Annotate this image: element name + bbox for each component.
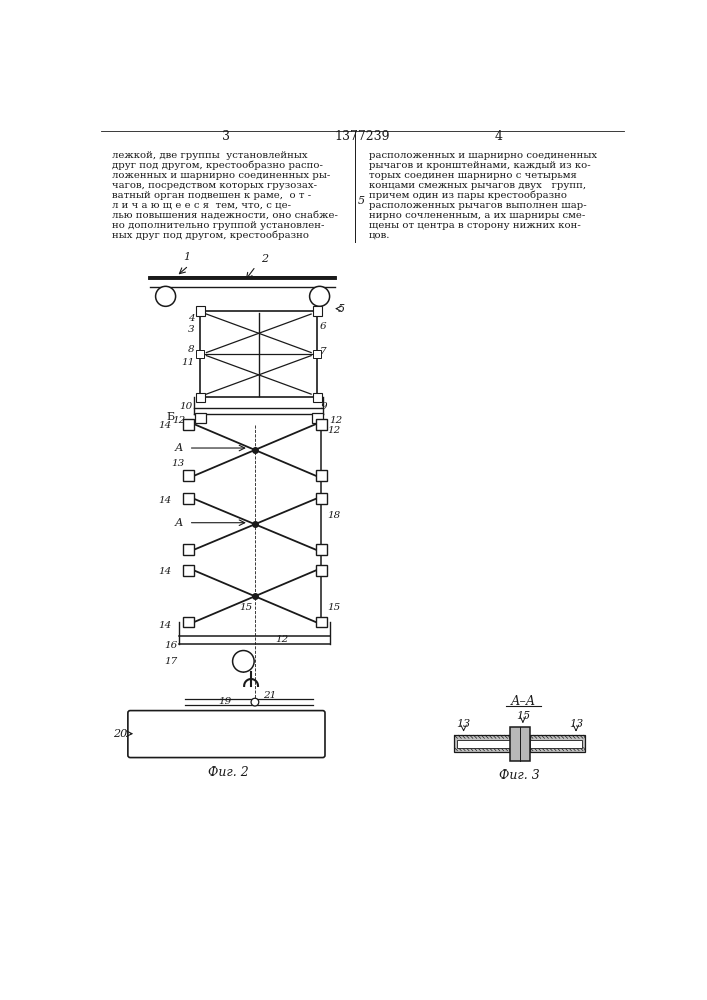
Text: 8: 8 bbox=[188, 345, 195, 354]
Text: 14: 14 bbox=[158, 421, 172, 430]
Text: 1: 1 bbox=[183, 252, 190, 262]
Text: 12: 12 bbox=[275, 635, 288, 644]
Text: 13: 13 bbox=[457, 719, 471, 729]
Bar bbox=[530, 735, 585, 752]
Text: причем один из пары крестообразно: причем один из пары крестообразно bbox=[369, 191, 567, 200]
Circle shape bbox=[233, 651, 254, 672]
Circle shape bbox=[251, 698, 259, 706]
Bar bbox=[316, 419, 327, 430]
Text: 14: 14 bbox=[158, 567, 172, 576]
Bar bbox=[316, 544, 327, 555]
Text: 12: 12 bbox=[173, 416, 186, 425]
Bar bbox=[316, 565, 327, 576]
Text: Б: Б bbox=[167, 412, 175, 422]
Text: друг под другом, крестообразно распо-: друг под другом, крестообразно распо- bbox=[112, 161, 322, 170]
Text: расположенных и шарнирно соединенных: расположенных и шарнирно соединенных bbox=[369, 151, 597, 160]
Text: 6: 6 bbox=[320, 322, 326, 331]
Bar bbox=[510, 727, 530, 761]
Text: концами смежных рычагов двух   групп,: концами смежных рычагов двух групп, bbox=[369, 181, 586, 190]
Text: щены от центра в сторону нижних кон-: щены от центра в сторону нижних кон- bbox=[369, 221, 580, 230]
Text: 20: 20 bbox=[113, 729, 127, 739]
Text: 3: 3 bbox=[223, 130, 230, 143]
Text: 12: 12 bbox=[327, 426, 341, 435]
Text: 5: 5 bbox=[338, 304, 345, 314]
Text: лью повышения надежности, оно снабже-: лью повышения надежности, оно снабже- bbox=[112, 211, 337, 220]
Text: л и ч а ю щ е е с я  тем, что, с це-: л и ч а ю щ е е с я тем, что, с це- bbox=[112, 201, 291, 210]
Bar bbox=[457, 740, 510, 748]
Text: 15: 15 bbox=[240, 603, 253, 612]
Text: 9: 9 bbox=[321, 402, 328, 411]
Text: Фиг. 2: Фиг. 2 bbox=[209, 766, 249, 779]
Text: 13: 13 bbox=[569, 719, 583, 729]
Bar bbox=[196, 306, 205, 316]
Text: ных друг под другом, крестообразно: ных друг под другом, крестообразно bbox=[112, 231, 309, 240]
Text: 13: 13 bbox=[172, 459, 185, 468]
Text: чагов, посредством которых грузозах-: чагов, посредством которых грузозах- bbox=[112, 181, 317, 190]
Text: 10: 10 bbox=[180, 402, 192, 411]
Bar bbox=[455, 735, 510, 752]
Text: но дополнительно группой установлен-: но дополнительно группой установлен- bbox=[112, 221, 324, 230]
Text: торых соединен шарнирно с четырьмя: торых соединен шарнирно с четырьмя bbox=[369, 171, 577, 180]
Text: 16: 16 bbox=[164, 641, 177, 650]
Text: 7: 7 bbox=[320, 347, 326, 356]
Bar bbox=[312, 413, 322, 423]
Circle shape bbox=[310, 286, 329, 306]
Text: 12: 12 bbox=[329, 416, 342, 425]
Text: 14: 14 bbox=[158, 621, 172, 630]
Text: рычагов и кронштейнами, каждый из ко-: рычагов и кронштейнами, каждый из ко- bbox=[369, 161, 590, 170]
Bar bbox=[183, 617, 194, 627]
Text: 4: 4 bbox=[188, 314, 195, 323]
Bar bbox=[196, 393, 205, 402]
Text: 17: 17 bbox=[164, 657, 177, 666]
Text: 15: 15 bbox=[327, 603, 341, 612]
Bar bbox=[316, 470, 327, 481]
Bar bbox=[183, 544, 194, 555]
Text: 11: 11 bbox=[182, 358, 195, 367]
Text: А: А bbox=[174, 443, 182, 453]
Text: 5: 5 bbox=[358, 196, 366, 206]
Text: нирно сочлененным, а их шарниры сме-: нирно сочлененным, а их шарниры сме- bbox=[369, 211, 585, 220]
Text: 3: 3 bbox=[188, 325, 195, 334]
Bar bbox=[183, 419, 194, 430]
Bar bbox=[530, 740, 582, 748]
Bar bbox=[313, 350, 321, 358]
Bar bbox=[312, 393, 322, 402]
FancyBboxPatch shape bbox=[128, 711, 325, 758]
Bar bbox=[197, 350, 204, 358]
Bar bbox=[316, 617, 327, 627]
Text: лежкой, две группы  установлейных: лежкой, две группы установлейных bbox=[112, 151, 308, 160]
Bar bbox=[183, 493, 194, 504]
Text: 18: 18 bbox=[327, 511, 341, 520]
Text: 21: 21 bbox=[262, 691, 276, 700]
Text: А–А: А–А bbox=[511, 695, 537, 708]
Text: 19: 19 bbox=[218, 697, 232, 706]
Text: А: А bbox=[174, 518, 182, 528]
Text: 4: 4 bbox=[494, 130, 502, 143]
Text: цов.: цов. bbox=[369, 231, 390, 240]
Text: ложенных и шарнирно соединенных ры-: ложенных и шарнирно соединенных ры- bbox=[112, 171, 330, 180]
Bar bbox=[183, 565, 194, 576]
Circle shape bbox=[156, 286, 175, 306]
Text: 15: 15 bbox=[516, 711, 530, 721]
Text: ватный орган подвешен к раме,  о т -: ватный орган подвешен к раме, о т - bbox=[112, 191, 311, 200]
Bar bbox=[195, 413, 206, 423]
Text: расположенных рычагов выполнен шар-: расположенных рычагов выполнен шар- bbox=[369, 201, 587, 210]
Bar bbox=[183, 470, 194, 481]
Text: Фиг. 3: Фиг. 3 bbox=[499, 769, 540, 782]
Text: 2: 2 bbox=[261, 254, 268, 264]
Text: 1377239: 1377239 bbox=[334, 130, 390, 143]
Bar bbox=[316, 493, 327, 504]
Bar bbox=[312, 306, 322, 316]
Text: 14: 14 bbox=[158, 496, 172, 505]
